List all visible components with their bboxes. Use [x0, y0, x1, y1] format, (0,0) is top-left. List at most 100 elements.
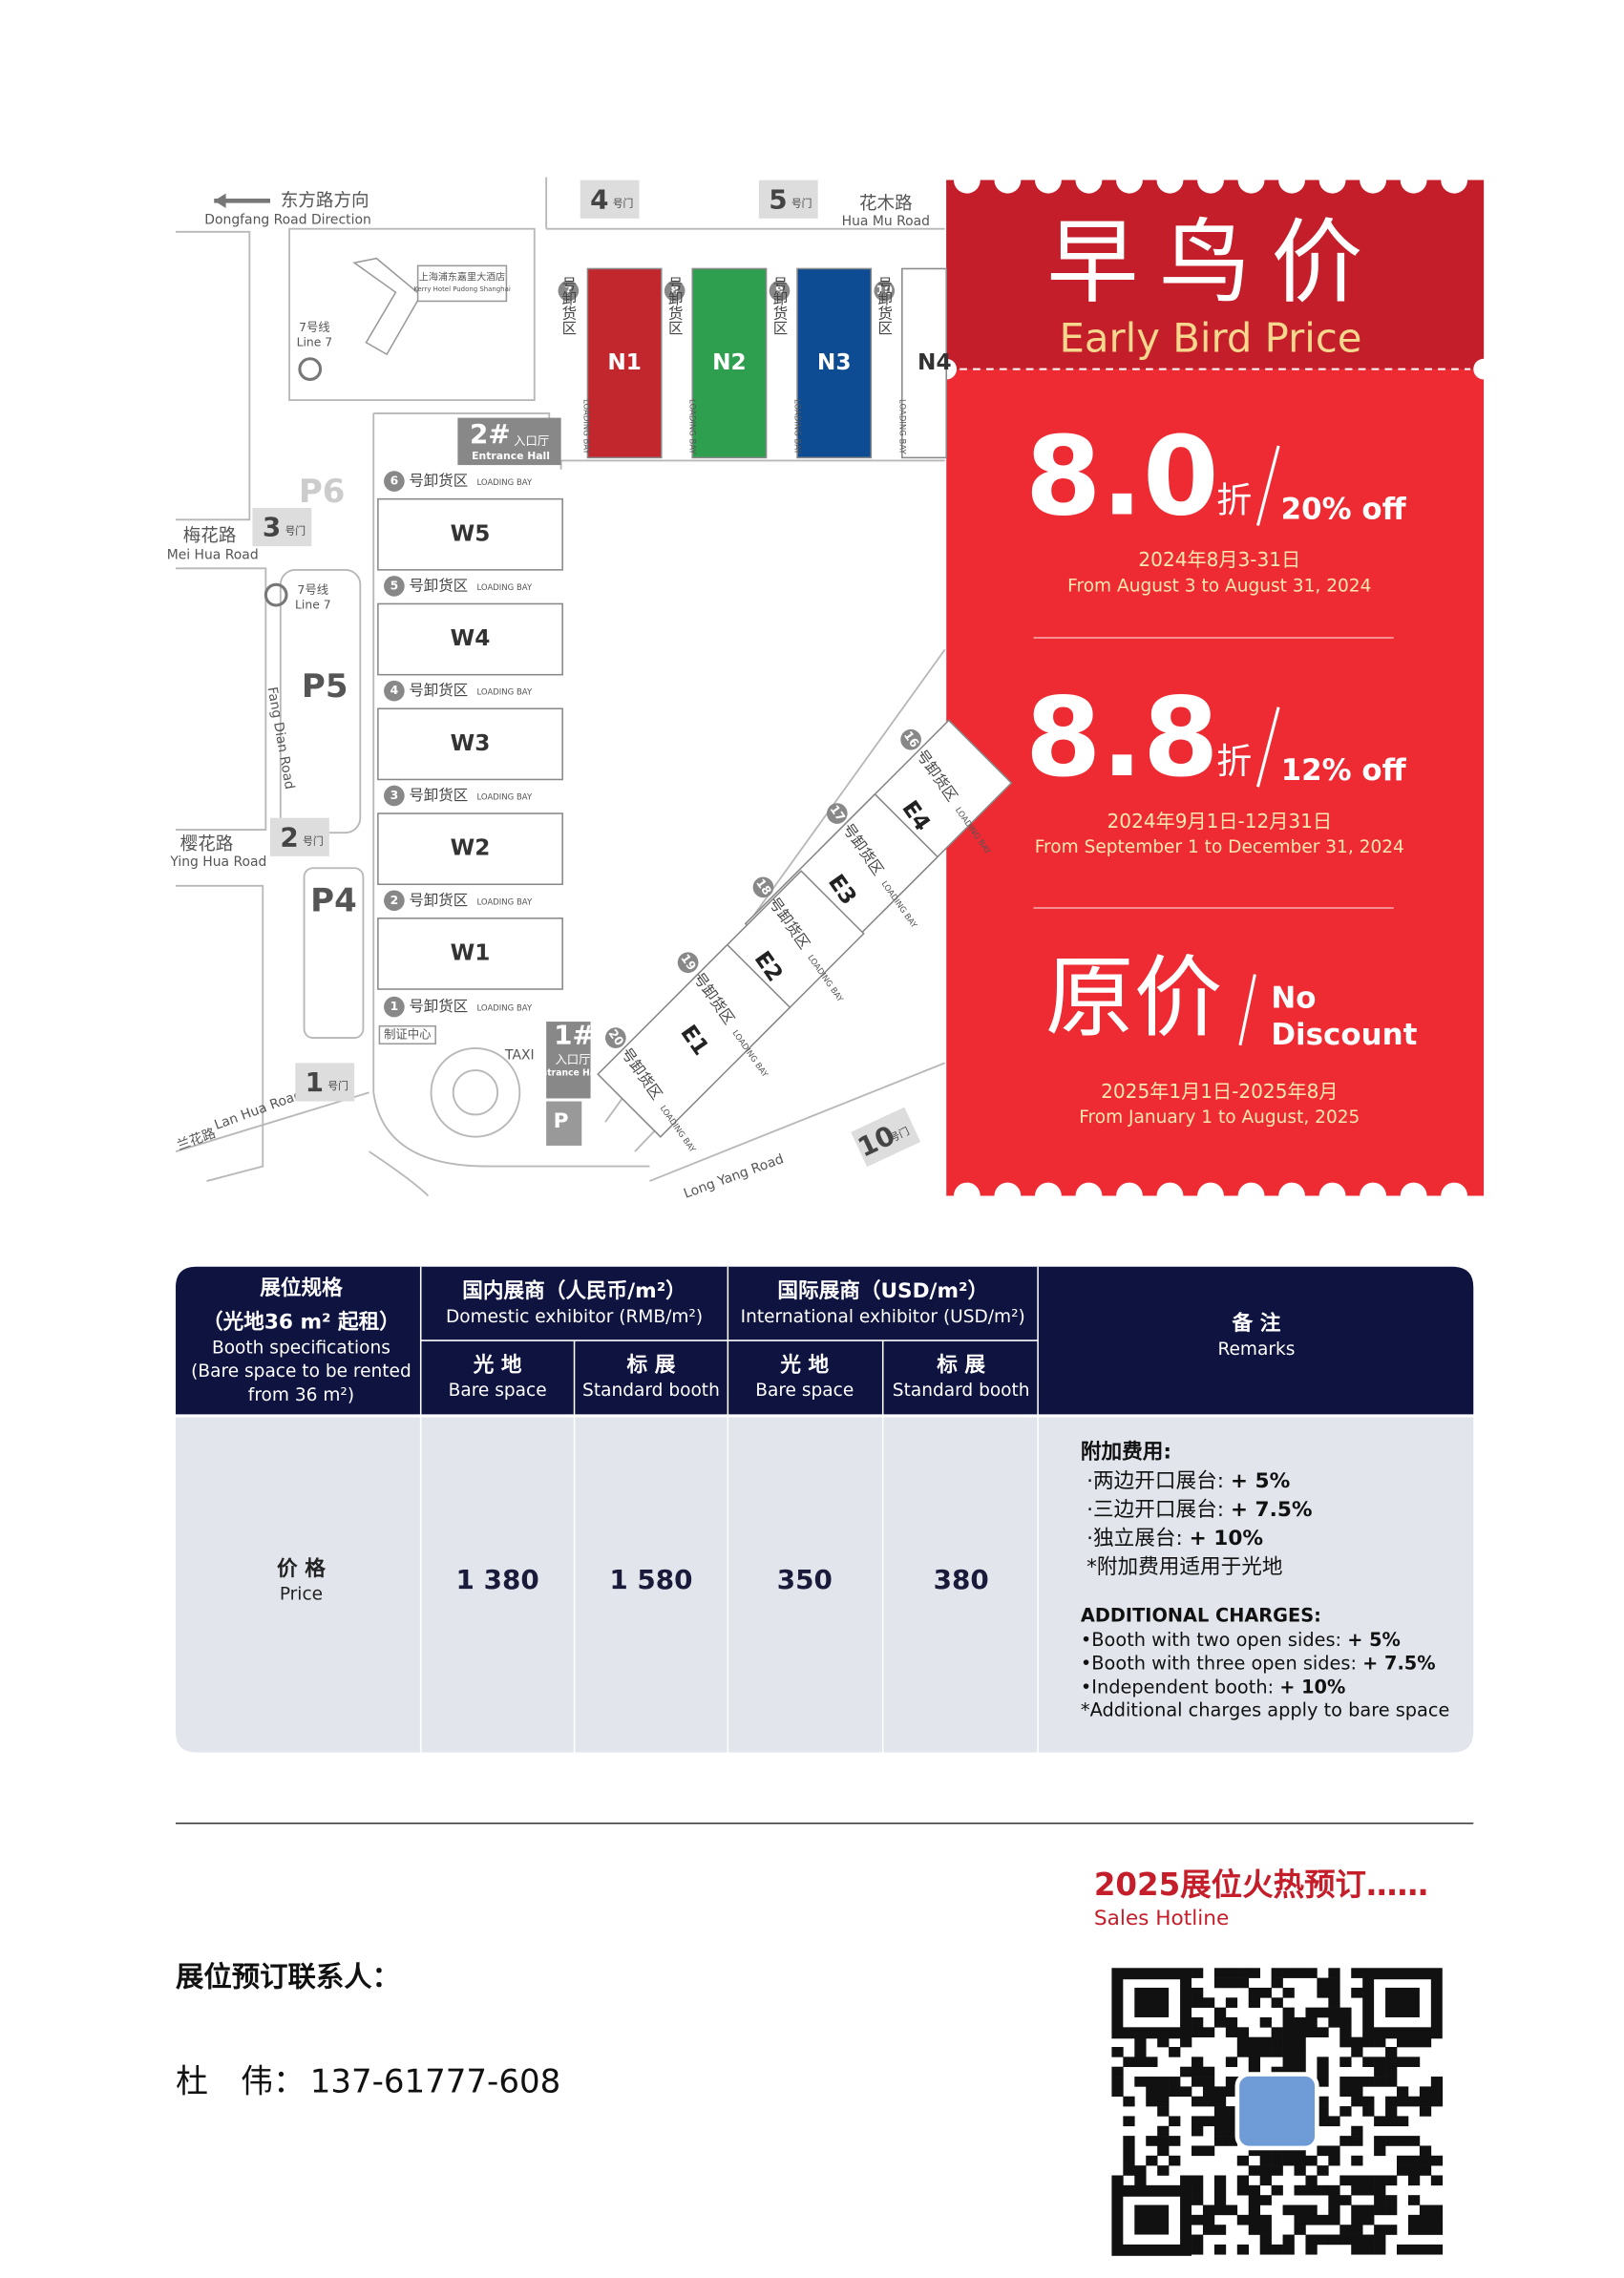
- hall: [377, 707, 563, 781]
- hall: [691, 267, 768, 459]
- qr-module: [1351, 2244, 1363, 2255]
- qr-module: [1305, 2204, 1318, 2216]
- loading-bay: 2 号卸货区 LOADING BAY: [384, 890, 533, 912]
- qr-module: [1385, 2106, 1398, 2117]
- qr-module: [1282, 2036, 1295, 2048]
- qr-module: [1123, 2057, 1135, 2068]
- label: 标 展: [937, 1352, 985, 1377]
- qr-module: [1328, 2234, 1340, 2246]
- qr-module: [1213, 2195, 1227, 2205]
- qr-module: [1294, 2225, 1306, 2235]
- remark-value: + 5%: [1231, 1469, 1290, 1493]
- qr-module: [1111, 2077, 1124, 2087]
- qr-module: [1202, 2116, 1215, 2127]
- qr-module: [1202, 2096, 1215, 2107]
- qr-module: [1180, 2036, 1192, 2048]
- remark-label: •Independent booth:: [1081, 1676, 1279, 1698]
- qr-module: [1328, 2184, 1340, 2196]
- qr-module: [1192, 2057, 1204, 2068]
- label: *Additional charges apply to bare space: [1081, 1699, 1449, 1721]
- qr-module: [1225, 2136, 1238, 2146]
- label: 5: [769, 183, 787, 215]
- label: 8.0: [1025, 412, 1219, 539]
- qr-module: [1123, 2155, 1135, 2166]
- qr-module: [1271, 2027, 1283, 2037]
- qr-module: [1362, 2234, 1375, 2246]
- qr-module: [1202, 2027, 1215, 2037]
- qr-module: [1339, 2057, 1352, 2068]
- qr-module: [1202, 2086, 1215, 2098]
- slash: [1255, 445, 1280, 526]
- qr-module: [1202, 2225, 1215, 2235]
- label: LOADING BAY: [476, 688, 532, 698]
- remark-label: ·独立展台:: [1086, 1527, 1190, 1550]
- qr-module: [1419, 2244, 1432, 2255]
- label: 号卸货区: [409, 998, 468, 1015]
- qr-module: [1339, 2175, 1352, 2186]
- label: 号门: [327, 1079, 348, 1092]
- qr-module: [1294, 2214, 1306, 2225]
- label: 号卸货区: [875, 276, 893, 335]
- bay-badge: [384, 996, 405, 1018]
- qr-module: [1271, 2047, 1283, 2057]
- label: 号门: [613, 196, 634, 209]
- bay-badge: [384, 576, 405, 597]
- qr-finder: [1385, 1987, 1420, 2017]
- label: 4: [590, 183, 608, 215]
- remark-item: •Booth with two open sides: + 5%: [1081, 1628, 1401, 1650]
- label: 16: [901, 728, 921, 749]
- label: LOADING BAY: [476, 1004, 532, 1014]
- qr-module: [1317, 2096, 1329, 2107]
- qr-module: [1351, 2077, 1363, 2087]
- qr-module: [1259, 2225, 1272, 2235]
- label: 8: [670, 284, 679, 297]
- qr-module: [1271, 2036, 1283, 2048]
- qr-finder: [1111, 2184, 1192, 2256]
- label: ADDITIONAL CHARGES:: [1081, 1605, 1321, 1627]
- qr-module: [1259, 2145, 1272, 2157]
- label: Entrance Hall: [535, 1068, 601, 1079]
- qr-module: [1305, 2234, 1318, 2246]
- qr-module: [1282, 2057, 1295, 2068]
- bay-badge: [384, 471, 405, 492]
- qr-module: [1374, 2077, 1386, 2087]
- qr-module: [1192, 2214, 1204, 2225]
- qr-module: [1374, 2057, 1386, 2068]
- label: 7号线: [298, 583, 329, 597]
- label: TAXI: [504, 1048, 535, 1064]
- label: 上海浦东嘉里大酒店: [419, 271, 505, 284]
- qr-module: [1282, 2145, 1295, 2157]
- qr-module: [1157, 2096, 1170, 2107]
- label: 兰花路: [175, 1126, 218, 1153]
- notch: [1473, 358, 1494, 380]
- qr-module: [1407, 2036, 1421, 2048]
- label: Bare space: [755, 1381, 854, 1401]
- hall: [796, 267, 873, 459]
- slash: [1238, 974, 1256, 1046]
- label: Bare space: [449, 1381, 547, 1401]
- scallop: [1156, 166, 1184, 194]
- qr-module: [1317, 1987, 1329, 1998]
- qr-module: [1282, 1968, 1295, 1978]
- qr-module: [1419, 2096, 1432, 2107]
- label: 国内展商（人民币/m²）: [462, 1278, 686, 1303]
- label: W2: [451, 835, 491, 861]
- qr-module: [1192, 2066, 1204, 2078]
- label: 10: [876, 284, 894, 297]
- qr-module: [1134, 2175, 1147, 2186]
- qr-module: [1317, 2214, 1329, 2225]
- qr-module: [1157, 2036, 1170, 2048]
- label: N1: [607, 349, 642, 375]
- bay-badge: [769, 280, 791, 302]
- label: LOADING BAY: [476, 478, 532, 488]
- label: N3: [817, 349, 852, 375]
- label: 137-61777-608: [310, 2062, 561, 2100]
- qr-module: [1192, 2195, 1204, 2205]
- hall: [597, 943, 791, 1138]
- gate: 1 号门: [295, 1063, 355, 1102]
- qr-module: [1282, 2244, 1295, 2255]
- qr-module: [1419, 2155, 1432, 2166]
- label: 350: [777, 1564, 833, 1595]
- scallop: [1360, 166, 1387, 194]
